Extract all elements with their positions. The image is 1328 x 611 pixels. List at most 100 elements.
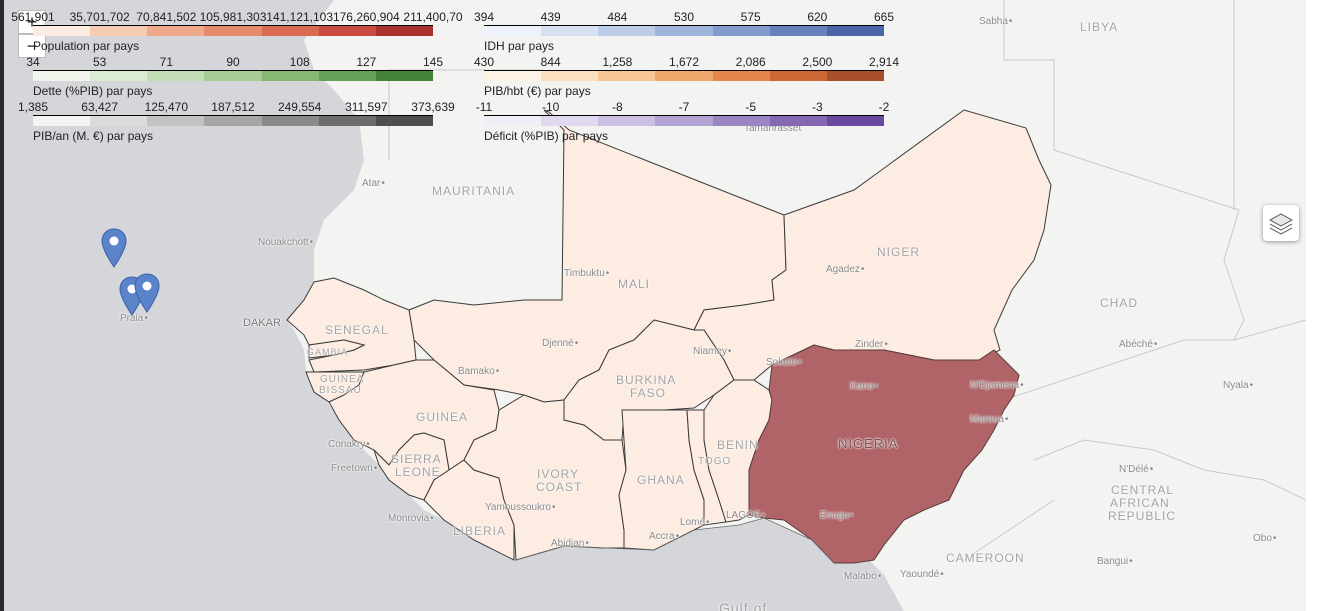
legend-color-swatch bbox=[598, 116, 656, 126]
legend-tick-label: 70,841,502 bbox=[136, 10, 197, 24]
legend-color-swatch bbox=[769, 116, 827, 126]
layers-button[interactable] bbox=[1263, 205, 1299, 241]
legend-tick-label: 2,086 bbox=[735, 55, 766, 69]
legend-caption: PIB/hbt (€) par pays bbox=[484, 84, 591, 98]
legend-color-swatch bbox=[318, 26, 376, 36]
legend-tick-label: -11 bbox=[475, 100, 493, 114]
legend-tick-label: 71 bbox=[159, 55, 174, 69]
legend-ticks: 561,901 35,701,702 70,841,502 105,981,303 14… bbox=[11, 10, 462, 24]
legend-tick-label: 530 bbox=[673, 10, 695, 24]
legend-tick-label: -5 bbox=[745, 100, 756, 114]
legend-tick-label: 1,672 bbox=[668, 55, 700, 69]
legend-ticks: 34 53 71 90 108 127 145 bbox=[26, 55, 443, 69]
country-label-cameroon: CAMEROON bbox=[946, 551, 1025, 565]
country-label-liberia: LIBERIA bbox=[453, 524, 507, 538]
legend-color-swatch bbox=[598, 26, 656, 36]
legend-color-swatch bbox=[33, 26, 91, 36]
city-bangui: Bangui bbox=[1097, 556, 1133, 567]
country-label-ivory-1: IVORY bbox=[537, 467, 580, 481]
map-canvas[interactable] bbox=[4, 0, 1306, 611]
country-nigeria[interactable] bbox=[748, 344, 1020, 564]
legend-color-swatch bbox=[655, 71, 713, 81]
country-label-ivory-2: COAST bbox=[536, 480, 583, 494]
legend-tick-label: 1,385 bbox=[17, 100, 49, 114]
city-abidjan: Abidjan bbox=[551, 538, 589, 549]
legend-color-swatch bbox=[712, 71, 770, 81]
legend-caption: Dette (%PIB) par pays bbox=[33, 84, 153, 98]
legend-color-swatch bbox=[261, 71, 319, 81]
city-niamey: Niamey bbox=[693, 346, 731, 357]
legend-color-swatch bbox=[33, 116, 91, 126]
city-lome: Lomé bbox=[680, 517, 710, 528]
legend-color-swatch bbox=[826, 71, 884, 81]
legend-tick-label: -7 bbox=[678, 100, 690, 114]
country-shapes[interactable] bbox=[286, 109, 1052, 561]
legend-caption: IDH par pays bbox=[484, 39, 555, 53]
country-label-benin: BENIN bbox=[717, 438, 759, 452]
legend-tick-label: 665 bbox=[873, 10, 895, 24]
city-nouakchott: Nouakchott bbox=[258, 237, 313, 248]
map-view[interactable]: LIBYA MAURITANIA NIGER CHAD MALI SENEGAL… bbox=[4, 0, 1306, 611]
legend-color-swatch bbox=[147, 71, 205, 81]
zoom-out-button[interactable]: − bbox=[18, 34, 46, 58]
country-label-car-2: AFRICAN bbox=[1110, 496, 1170, 510]
legend-tick-label: 125,470 bbox=[144, 100, 189, 114]
map-marker-3[interactable] bbox=[134, 273, 160, 313]
legend-tick-label: 35,701,702 bbox=[69, 10, 130, 24]
city-sabha: Sabha bbox=[979, 16, 1012, 27]
legend-color-swatch bbox=[90, 71, 148, 81]
legend-color-bar bbox=[33, 25, 433, 36]
map-marker-1[interactable] bbox=[101, 228, 127, 268]
city-dakar: DAKAR bbox=[243, 317, 281, 329]
legend-tick-label: 430 bbox=[473, 55, 495, 69]
legend-tick-label: 439 bbox=[540, 10, 561, 24]
country-label-car-1: CENTRAL bbox=[1111, 483, 1175, 497]
legend-color-swatch bbox=[318, 71, 376, 81]
city-ndjamena: N'Djamena bbox=[970, 380, 1024, 391]
country-label-gambia: GAMBIA bbox=[307, 347, 349, 357]
legend-color-bar bbox=[484, 25, 884, 36]
legend-tick-label: 561,901 bbox=[11, 10, 55, 24]
legend-color-swatch bbox=[375, 26, 433, 36]
city-praia: Praia bbox=[120, 313, 148, 324]
city-obo: Obo bbox=[1253, 533, 1276, 544]
country-label-niger: NIGER bbox=[877, 245, 921, 259]
country-label-sierra-1: SIERRA bbox=[391, 452, 442, 466]
legend-color-bar bbox=[33, 115, 433, 126]
city-bamako: Bamako bbox=[458, 366, 499, 377]
legend-tick-label: 108 bbox=[289, 55, 310, 69]
legend-color-swatch bbox=[712, 26, 770, 36]
legend-tick-label: -3 bbox=[811, 100, 823, 114]
legend-tick-label: 2,500 bbox=[802, 55, 833, 69]
window-right-edge bbox=[1306, 0, 1328, 611]
legend-tick-label: -10 bbox=[541, 100, 560, 114]
city-abeche: Abéché bbox=[1119, 339, 1157, 350]
country-label-mauritania: MAURITANIA bbox=[432, 184, 516, 198]
legend-caption: PIB/an (M. €) par pays bbox=[33, 129, 154, 143]
legend-color-swatch bbox=[204, 116, 262, 126]
city-djenne: Djenné bbox=[542, 338, 578, 349]
legend-color-swatch bbox=[826, 116, 884, 126]
legend-tick-label: 145 bbox=[422, 55, 444, 69]
layers-icon bbox=[1268, 213, 1294, 235]
country-label-burkina-1: BURKINA bbox=[616, 373, 677, 387]
legend-tick-label: 90 bbox=[226, 55, 240, 69]
country-gambia bbox=[308, 339, 366, 359]
city-ndele: N'Délé bbox=[1119, 464, 1153, 475]
legend-color-swatch bbox=[375, 116, 433, 126]
marker-pin-icon bbox=[134, 273, 160, 313]
legend-color-swatch bbox=[147, 26, 205, 36]
country-label-guinea-bissau-1: GUINEA bbox=[320, 374, 365, 385]
legend-color-swatch bbox=[712, 116, 770, 126]
legend-tick-label: 127 bbox=[356, 55, 377, 69]
legend-color-swatch bbox=[204, 26, 262, 36]
legend-color-swatch bbox=[655, 26, 713, 36]
country-label-mali: MALI bbox=[618, 277, 651, 291]
legend-color-swatch bbox=[147, 116, 205, 126]
city-malabo: Malabo bbox=[844, 571, 881, 582]
legend-ticks: -11 -10 -8 -7 -5 -3 -2 bbox=[476, 100, 890, 114]
legend-color-swatch bbox=[541, 26, 599, 36]
city-conakry: Conakry bbox=[328, 439, 370, 450]
city-tamanrasset: Tamanrasset bbox=[744, 123, 802, 134]
legend-tick-label: 249,554 bbox=[277, 100, 322, 114]
